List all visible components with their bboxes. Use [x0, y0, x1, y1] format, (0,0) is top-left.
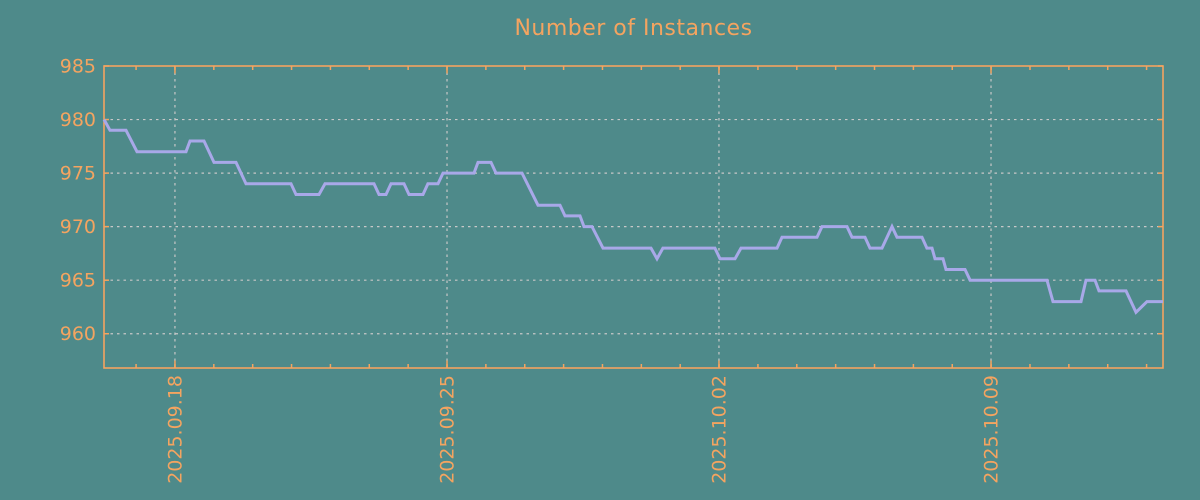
axis-ticks	[104, 65, 1163, 368]
x-tick-label: 2025.09.25	[437, 375, 459, 484]
x-tick-labels: 2025.09.18 2025.09.25 2025.10.02 2025.10.09	[164, 375, 1002, 484]
axes-frame	[103, 65, 1164, 369]
x-tick-label: 2025.10.02	[708, 375, 730, 484]
y-tick-label: 975	[60, 163, 96, 185]
gridlines	[104, 66, 1163, 368]
y-tick-label: 970	[60, 216, 96, 238]
y-tick-label: 980	[60, 109, 96, 131]
x-tick-label: 2025.09.18	[164, 375, 186, 484]
y-tick-label: 985	[60, 56, 96, 78]
y-tick-label: 960	[60, 323, 96, 345]
y-tick-label: 965	[60, 270, 96, 292]
x-tick-label: 2025.10.09	[981, 375, 1003, 484]
chart-title: Number of Instances	[514, 16, 753, 41]
y-tick-labels: 985 980 975 970 965 960	[60, 56, 96, 346]
data-line-instances	[102, 118, 1163, 315]
